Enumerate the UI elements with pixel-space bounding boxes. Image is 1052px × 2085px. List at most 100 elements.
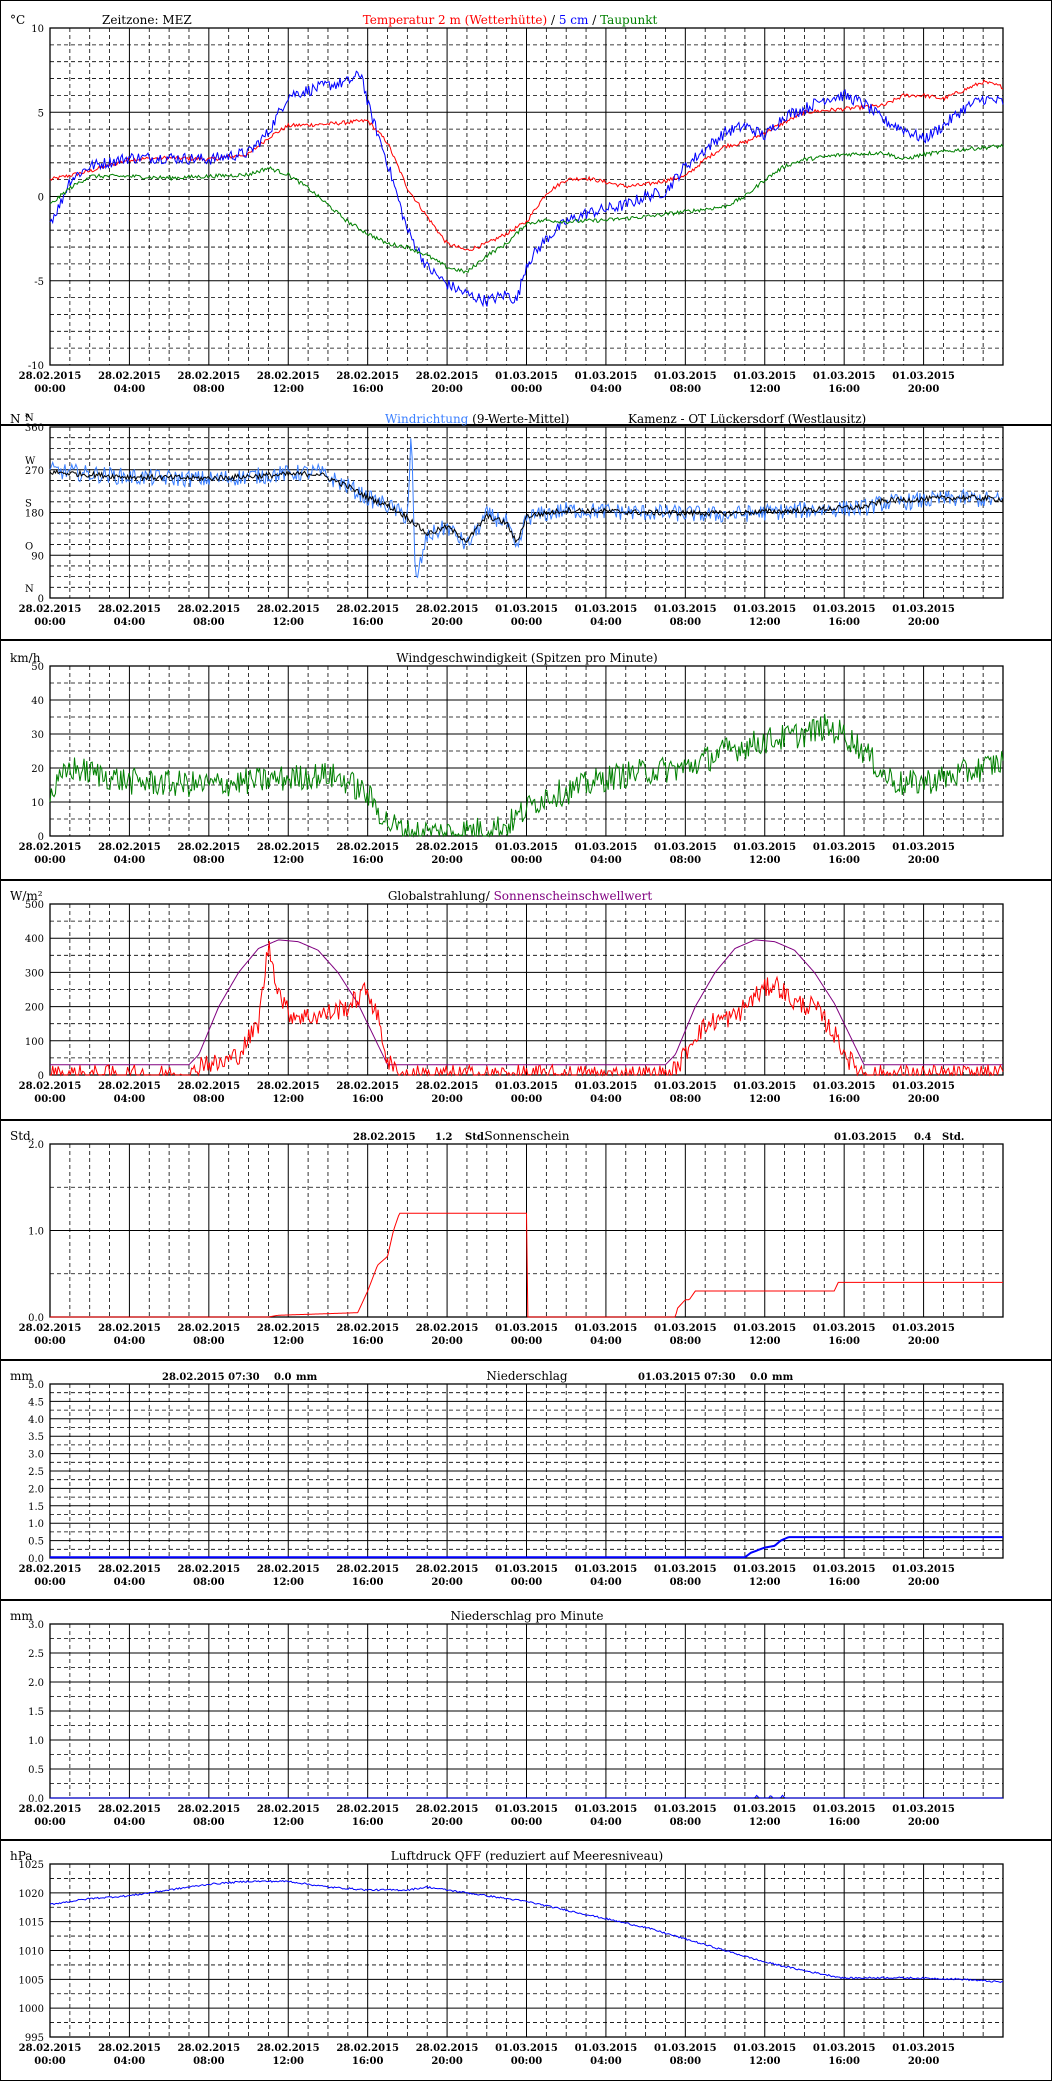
x-tick-date: 01.03.2015 bbox=[892, 842, 955, 853]
grid bbox=[50, 1144, 1003, 1317]
x-tick-date: 01.03.2015 bbox=[892, 2043, 955, 2054]
x-tick-date: 28.02.2015 bbox=[336, 842, 399, 853]
info-right-date: 01.03.2015 07:30 bbox=[638, 1372, 736, 1383]
y-tick-label: 180 bbox=[25, 509, 44, 520]
x-tick-date: 28.02.2015 bbox=[336, 2043, 399, 2054]
x-tick-time: 16:00 bbox=[828, 1817, 860, 1828]
x-tick-time: 00:00 bbox=[511, 1094, 543, 1105]
x-tick-date: 01.03.2015 bbox=[575, 2043, 638, 2054]
x-tick-date: 28.02.2015 bbox=[257, 604, 320, 615]
x-tick-date: 01.03.2015 bbox=[733, 1564, 796, 1575]
title-part: Taupunkt bbox=[600, 13, 657, 27]
x-tick-time: 12:00 bbox=[272, 1094, 304, 1105]
x-tick-time: 00:00 bbox=[34, 1094, 66, 1105]
chart-title: Temperatur 2 m (Wetterhütte) / 5 cm / Ta… bbox=[363, 13, 658, 27]
x-tick-date: 28.02.2015 bbox=[416, 371, 479, 382]
x-tick-date: 01.03.2015 bbox=[495, 1804, 558, 1815]
series-line-2 bbox=[49, 143, 1004, 274]
info-left-value: 0.0 bbox=[274, 1372, 291, 1383]
title-part: Temperatur 2 m (Wetterhütte) bbox=[363, 13, 547, 27]
x-tick-date: 28.02.2015 bbox=[19, 1323, 82, 1334]
direction-label: N bbox=[25, 413, 34, 424]
y-tick-label: 0 bbox=[38, 594, 44, 605]
x-tick-time: 08:00 bbox=[193, 1336, 225, 1347]
x-tick-date: 28.02.2015 bbox=[98, 2043, 161, 2054]
y-tick-label: 3.5 bbox=[28, 1432, 44, 1443]
x-tick-date: 01.03.2015 bbox=[813, 1323, 876, 1334]
series-line-1 bbox=[50, 940, 1004, 1077]
x-tick-date: 28.02.2015 bbox=[98, 1081, 161, 1092]
x-tick-date: 28.02.2015 bbox=[336, 1564, 399, 1575]
title-part: / bbox=[588, 13, 600, 27]
x-tick-time: 20:00 bbox=[431, 384, 463, 395]
title-part: 5 cm bbox=[559, 13, 589, 27]
series-line-0 bbox=[50, 1212, 1003, 1318]
title-part: Windrichtung bbox=[385, 412, 469, 426]
x-tick-time: 04:00 bbox=[590, 1577, 622, 1588]
info-right-date: 01.03.2015 bbox=[834, 1132, 897, 1143]
x-tick-date: 01.03.2015 bbox=[892, 1081, 955, 1092]
y-unit-label: hPa bbox=[10, 1849, 32, 1863]
series-line-1 bbox=[49, 469, 1004, 544]
y-tick-label: 1015 bbox=[19, 1918, 44, 1929]
y-unit-label: N ° bbox=[10, 412, 30, 426]
x-tick-time: 00:00 bbox=[511, 1577, 543, 1588]
x-tick-time: 08:00 bbox=[193, 1577, 225, 1588]
x-tick-date: 01.03.2015 bbox=[733, 371, 796, 382]
x-tick-time: 00:00 bbox=[511, 1817, 543, 1828]
y-unit-label: Std. bbox=[10, 1129, 35, 1143]
x-tick-time: 12:00 bbox=[272, 855, 304, 866]
x-tick-time: 16:00 bbox=[828, 1094, 860, 1105]
x-tick-time: 12:00 bbox=[749, 1094, 781, 1105]
y-tick-label: 270 bbox=[25, 466, 44, 477]
y-tick-label: 1.0 bbox=[28, 1519, 44, 1530]
title-part: Globalstrahlung/ bbox=[388, 889, 494, 903]
chart-panel-6: 3.02.52.01.51.00.50.028.02.201500:0028.0… bbox=[0, 1600, 1052, 1840]
y-unit-label: km/h bbox=[10, 651, 41, 665]
x-tick-date: 01.03.2015 bbox=[575, 371, 638, 382]
x-tick-date: 28.02.2015 bbox=[19, 604, 82, 615]
x-tick-time: 20:00 bbox=[431, 1817, 463, 1828]
x-tick-date: 01.03.2015 bbox=[495, 1081, 558, 1092]
x-tick-time: 12:00 bbox=[272, 2056, 304, 2067]
x-tick-time: 16:00 bbox=[828, 617, 860, 628]
chart-panel-5: 5.04.54.03.53.02.52.01.51.00.50.028.02.2… bbox=[0, 1360, 1052, 1600]
x-tick-date: 01.03.2015 bbox=[892, 371, 955, 382]
timezone-label: Zeitzone: MEZ bbox=[102, 13, 192, 27]
x-tick-time: 16:00 bbox=[352, 855, 384, 866]
x-tick-time: 08:00 bbox=[670, 617, 702, 628]
x-tick-time: 04:00 bbox=[114, 855, 146, 866]
grid bbox=[50, 666, 1003, 836]
y-tick-label: 2.0 bbox=[28, 1678, 44, 1689]
x-tick-date: 01.03.2015 bbox=[654, 842, 717, 853]
x-tick-date: 01.03.2015 bbox=[813, 842, 876, 853]
x-tick-time: 04:00 bbox=[590, 617, 622, 628]
y-tick-label: 3.0 bbox=[28, 1450, 44, 1461]
x-tick-date: 01.03.2015 bbox=[654, 1804, 717, 1815]
chart-title: Luftdruck QFF (reduziert auf Meeresnivea… bbox=[391, 1849, 663, 1863]
x-tick-date: 01.03.2015 bbox=[495, 842, 558, 853]
y-tick-label: 2.5 bbox=[28, 1467, 44, 1478]
x-tick-time: 00:00 bbox=[34, 2056, 66, 2067]
info-left-date: 28.02.2015 bbox=[353, 1132, 416, 1143]
x-tick-date: 28.02.2015 bbox=[257, 1564, 320, 1575]
chart-title: Niederschlag bbox=[486, 1369, 568, 1383]
x-tick-date: 01.03.2015 bbox=[733, 1323, 796, 1334]
x-tick-time: 12:00 bbox=[749, 855, 781, 866]
x-tick-time: 00:00 bbox=[511, 2056, 543, 2067]
grid bbox=[50, 1384, 1003, 1558]
x-tick-time: 12:00 bbox=[749, 2056, 781, 2067]
x-tick-date: 01.03.2015 bbox=[575, 1564, 638, 1575]
x-tick-date: 28.02.2015 bbox=[178, 1804, 241, 1815]
y-tick-label: 50 bbox=[31, 662, 44, 673]
info-right-unit: mm bbox=[772, 1372, 794, 1383]
x-tick-date: 01.03.2015 bbox=[813, 1804, 876, 1815]
x-tick-date: 28.02.2015 bbox=[19, 1804, 82, 1815]
chart-panel-3: 500400300200100028.02.201500:0028.02.201… bbox=[0, 880, 1052, 1120]
x-tick-time: 04:00 bbox=[590, 1817, 622, 1828]
y-tick-label: 1.5 bbox=[28, 1707, 44, 1718]
y-tick-label: -10 bbox=[28, 361, 44, 372]
y-tick-label: 1.0 bbox=[28, 1227, 44, 1238]
y-tick-label: 3.0 bbox=[28, 1620, 44, 1631]
x-tick-date: 28.02.2015 bbox=[98, 1323, 161, 1334]
